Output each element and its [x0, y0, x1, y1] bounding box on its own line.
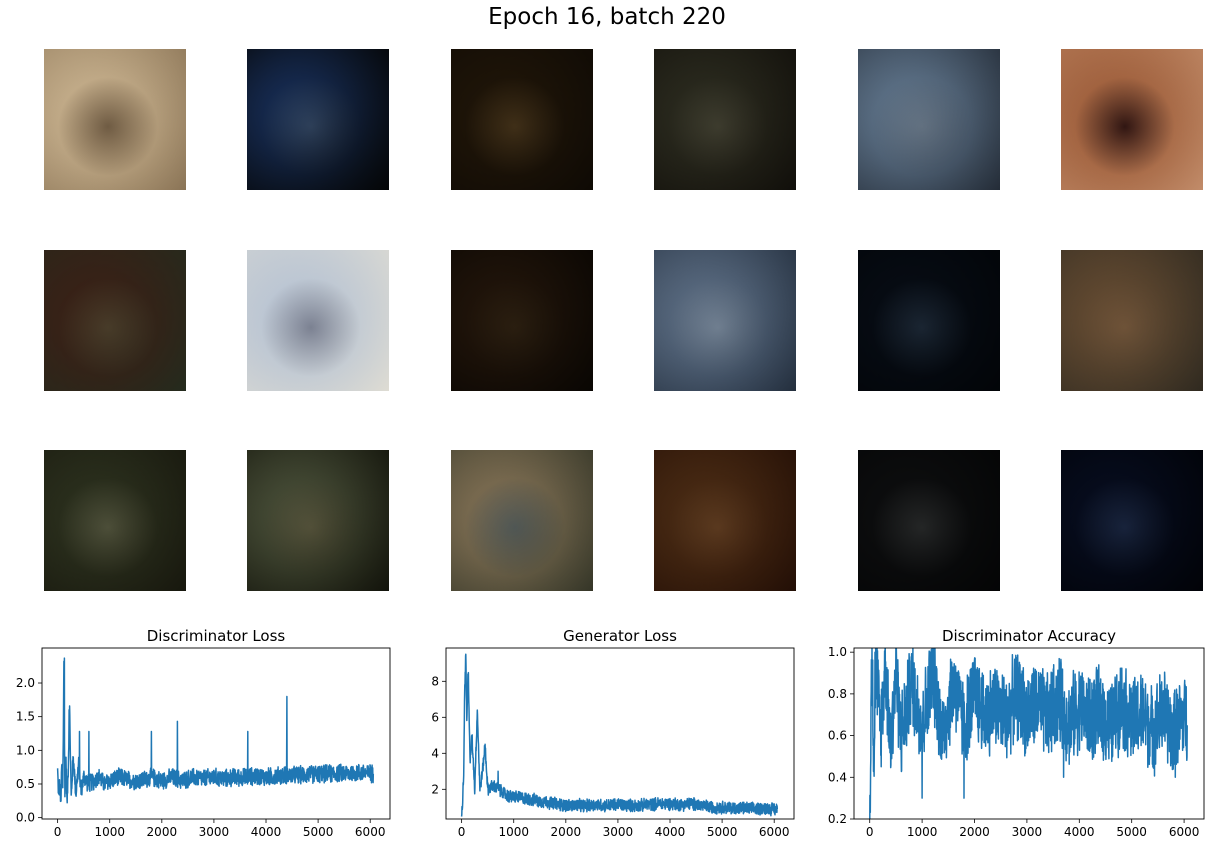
- x-tick-label: 5000: [303, 825, 334, 839]
- y-tick-label: 0.5: [16, 777, 35, 791]
- y-tick-label: 0.8: [828, 687, 847, 701]
- generated-sample-image: [44, 450, 186, 591]
- y-tick-label: 6: [431, 710, 439, 724]
- generated-sample-image: [451, 250, 593, 391]
- generated-sample-image: [654, 450, 796, 591]
- figure-title: Epoch 16, batch 220: [488, 4, 726, 30]
- chart-panel: Discriminator Accuracy 0 1000 2000 3000 4000 5…: [828, 627, 1205, 839]
- generated-sample-image: [1061, 250, 1203, 391]
- x-tick-label: 0: [458, 825, 466, 839]
- y-tick-label: 1.0: [16, 743, 35, 757]
- x-tick-label: 6000: [1169, 825, 1200, 839]
- generated-sample-image: [451, 450, 593, 591]
- generated-sample-image: [858, 250, 1000, 391]
- generated-sample-image: [44, 49, 186, 190]
- y-tick-label: 4: [431, 746, 439, 760]
- x-tick-label: 1000: [94, 825, 125, 839]
- generated-sample-image: [654, 250, 796, 391]
- axes-frame: [41, 647, 391, 820]
- x-tick-label: 4000: [251, 825, 282, 839]
- chart-title: Discriminator Accuracy: [942, 627, 1116, 645]
- x-tick-label: 4000: [1064, 825, 1095, 839]
- x-tick-label: 2000: [147, 825, 178, 839]
- generated-sample-image: [44, 250, 186, 391]
- x-tick-label: 5000: [1116, 825, 1147, 839]
- y-tick-label: 0.2: [828, 812, 847, 826]
- x-tick-label: 6000: [759, 825, 790, 839]
- y-tick-label: 0.4: [828, 770, 847, 784]
- generated-sample-image: [247, 450, 389, 591]
- y-tick-label: 2: [431, 782, 439, 796]
- axes-frame: [445, 647, 795, 820]
- chart-panel: Discriminator Loss 0 1000 2000 3000 4000 5000 6…: [16, 627, 391, 839]
- x-tick-label: 6000: [355, 825, 386, 839]
- generated-sample-image: [451, 49, 593, 190]
- generated-sample-image: [858, 450, 1000, 591]
- y-tick-label: 0.6: [828, 729, 847, 743]
- generated-sample-image: [858, 49, 1000, 190]
- x-tick-label: 1000: [907, 825, 938, 839]
- x-tick-label: 3000: [1012, 825, 1043, 839]
- generated-sample-image: [654, 49, 796, 190]
- generated-sample-image: [1061, 450, 1203, 591]
- x-tick-label: 2000: [551, 825, 582, 839]
- y-tick-label: 2.0: [16, 676, 35, 690]
- series-line: [56, 657, 375, 804]
- axes-frame: [853, 647, 1205, 820]
- x-tick-label: 0: [54, 825, 62, 839]
- y-tick-label: 0.0: [16, 811, 35, 825]
- series-line: [869, 648, 1188, 819]
- y-tick-label: 8: [431, 674, 439, 688]
- generated-sample-image: [247, 250, 389, 391]
- x-tick-label: 5000: [707, 825, 738, 839]
- x-tick-label: 3000: [199, 825, 230, 839]
- x-tick-label: 2000: [959, 825, 990, 839]
- series-line: [460, 653, 779, 817]
- x-tick-label: 4000: [655, 825, 686, 839]
- x-tick-label: 3000: [603, 825, 634, 839]
- x-tick-label: 0: [866, 825, 874, 839]
- chart-title: Discriminator Loss: [147, 627, 286, 645]
- x-tick-label: 1000: [498, 825, 529, 839]
- chart-panel: Generator Loss 0 1000 2000 3000 4000 5000 6000 2…: [431, 627, 795, 839]
- generated-sample-image: [247, 49, 389, 190]
- chart-title: Generator Loss: [563, 627, 677, 645]
- y-tick-label: 1.0: [828, 645, 847, 659]
- generated-sample-image: [1061, 49, 1203, 190]
- y-tick-label: 1.5: [16, 710, 35, 724]
